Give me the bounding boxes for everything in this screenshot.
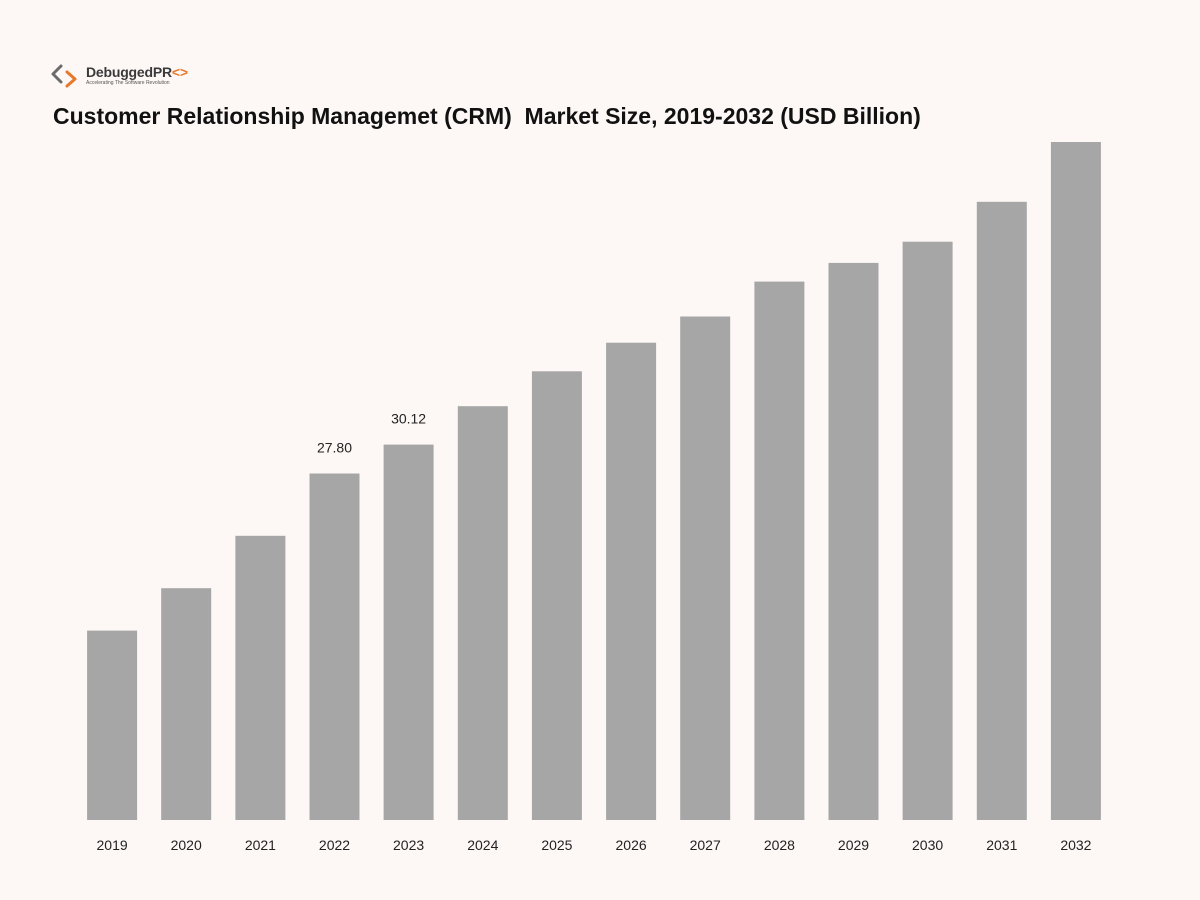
x-tick-label: 2031 <box>986 837 1017 853</box>
x-tick-label: 2027 <box>690 837 721 853</box>
bar-2026 <box>606 342 657 820</box>
brand-name-main: DebuggedPR <box>86 63 172 80</box>
bar-2022 <box>309 473 360 820</box>
x-tick-label: 2028 <box>764 837 795 853</box>
chart-title: Customer Relationship Managemet (CRM) Ma… <box>53 103 921 129</box>
x-tick-label: 2020 <box>171 837 202 853</box>
bar-2031 <box>976 201 1027 821</box>
bar-2020 <box>161 588 212 820</box>
bar-2030 <box>902 241 953 820</box>
data-label: 30.12 <box>391 411 426 427</box>
bar-2027 <box>680 316 731 820</box>
brand-name-accent: <> <box>171 63 188 80</box>
bar-2032 <box>1050 142 1101 820</box>
bar-2029 <box>828 262 879 820</box>
data-label: 27.80 <box>317 440 352 456</box>
x-tick-label: 2030 <box>912 837 943 853</box>
bar-2028 <box>754 281 805 821</box>
bar-2019 <box>87 630 138 820</box>
bar-2025 <box>531 371 582 820</box>
bar-2024 <box>457 406 508 820</box>
x-tick-label: 2023 <box>393 837 424 853</box>
brand-logo: DebuggedPR<> Accelerating The Software R… <box>50 62 188 88</box>
x-tick-label: 2026 <box>616 837 647 853</box>
x-tick-label: 2029 <box>838 837 869 853</box>
x-tick-label: 2024 <box>467 837 498 853</box>
brand-name: DebuggedPR<> <box>86 65 188 79</box>
x-tick-label: 2019 <box>97 837 128 853</box>
brand-tagline: Accelerating The Software Revolution <box>86 79 170 86</box>
x-tick-label: 2025 <box>541 837 572 853</box>
x-tick-label: 2022 <box>319 837 350 853</box>
x-tick-label: 2021 <box>245 837 276 853</box>
bar-2023 <box>383 444 434 820</box>
bar-2021 <box>235 535 286 820</box>
x-tick-label: 2032 <box>1060 837 1091 853</box>
code-chevrons-icon <box>51 64 77 88</box>
